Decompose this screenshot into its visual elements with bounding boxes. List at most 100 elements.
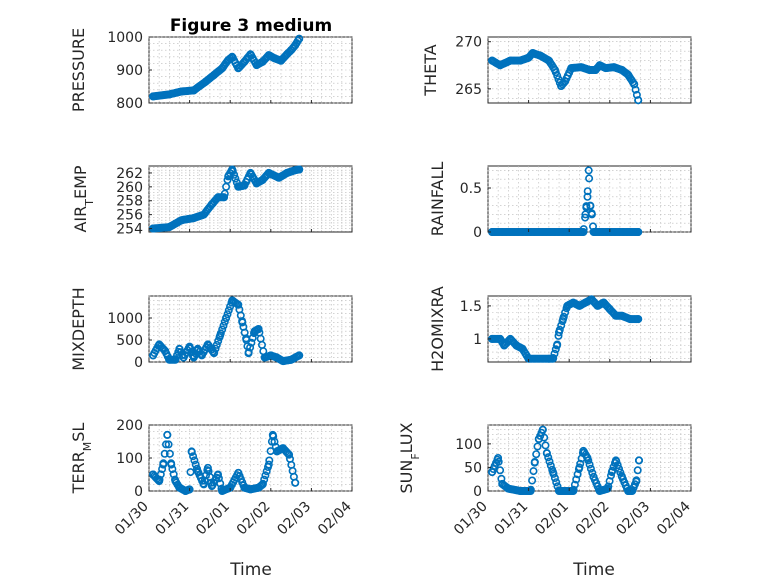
data-point [552, 478, 561, 487]
subplot-h2omixra: 11.5 H2OMIXRA [428, 286, 692, 372]
data-point [529, 467, 538, 476]
y-axis-label: THETA [421, 44, 440, 96]
subplot-rainfall: 0 0.5 RAINFALL [428, 162, 692, 241]
y-ticks: 0 50 100 [455, 437, 491, 500]
y-tick-label: 0 [134, 355, 143, 371]
data-point [193, 344, 202, 353]
data-point [516, 56, 525, 65]
data-point [575, 463, 584, 472]
y-tick-label: 265 [455, 82, 482, 98]
data-point [528, 476, 537, 485]
data-point [160, 449, 169, 458]
data-point [175, 483, 184, 492]
data-point [264, 168, 273, 177]
data-point [210, 349, 219, 358]
data-point [588, 468, 597, 477]
data-point [242, 335, 251, 344]
y-tick-label: 254 [116, 222, 143, 238]
data-point [264, 51, 273, 60]
data-point [261, 471, 270, 480]
data-point [601, 64, 610, 73]
data-point [506, 334, 515, 343]
data-point [630, 80, 639, 89]
data-point [552, 341, 561, 350]
data-point [573, 470, 582, 479]
data-point [504, 484, 513, 493]
y-tick-label: 258 [116, 194, 143, 210]
data-point [234, 64, 243, 73]
data-point [282, 50, 291, 59]
data-point [276, 56, 285, 65]
data-point [551, 345, 560, 354]
data-point [632, 90, 641, 99]
data-point [624, 486, 633, 495]
data-point [240, 57, 249, 66]
data-point [587, 210, 596, 219]
y-ticks: 11.5 [460, 299, 491, 348]
data-point [167, 460, 176, 469]
data-point [218, 486, 227, 495]
data-point [228, 52, 237, 61]
grid [487, 166, 692, 233]
data-point [291, 166, 300, 175]
data-point [185, 485, 194, 494]
data-point [177, 87, 186, 96]
subplot-mixdepth: 0 500 1000 MIXDEPTH [69, 287, 353, 371]
grid [487, 424, 692, 492]
data-point [532, 450, 541, 459]
data-point [165, 449, 174, 458]
data-point [252, 179, 261, 188]
data-point [585, 174, 594, 183]
data-point [197, 351, 206, 360]
data-point [632, 477, 641, 486]
y-tick-label: 100 [455, 437, 482, 453]
y-tick-label: 270 [455, 35, 482, 51]
data-point [240, 181, 249, 190]
data-point [171, 355, 180, 364]
data-point [238, 318, 247, 327]
data-point [258, 57, 267, 66]
y-ticks: 265 270 [455, 35, 491, 98]
grid [487, 296, 692, 362]
data-point [579, 228, 588, 237]
data-point [186, 468, 195, 477]
data-point [295, 34, 304, 43]
y-tick-label: 200 [116, 418, 143, 434]
x-axis-label: Time [229, 560, 272, 580]
y-tick-label: 1 [473, 332, 482, 348]
data-point [187, 447, 196, 456]
data-point [583, 453, 592, 462]
data-point [488, 468, 497, 477]
data-point [561, 77, 570, 86]
data-point [291, 478, 300, 487]
data-point [149, 470, 158, 479]
data-point [626, 315, 635, 324]
data-point [278, 444, 287, 453]
data-point [496, 61, 505, 70]
y-axis-label: H2OMIXRA [428, 286, 447, 372]
data-point [583, 192, 592, 201]
y-tick-label: 0 [473, 225, 482, 241]
data-point [569, 298, 578, 307]
data-point [545, 457, 554, 466]
data-point [584, 166, 593, 175]
data-point [295, 165, 304, 174]
data-point [265, 456, 274, 465]
data-point [559, 315, 568, 324]
data-point [518, 344, 527, 353]
data-point [617, 472, 626, 481]
data-point [244, 349, 253, 358]
data-point [207, 482, 216, 491]
data-point [179, 353, 188, 362]
data-point [218, 64, 227, 73]
data-point [171, 477, 180, 486]
data-point [201, 77, 210, 86]
data-point [624, 70, 633, 79]
data-point [164, 440, 173, 449]
data-point [199, 480, 208, 489]
data-point [219, 321, 228, 330]
data-point [634, 456, 643, 465]
data-point [544, 453, 553, 462]
